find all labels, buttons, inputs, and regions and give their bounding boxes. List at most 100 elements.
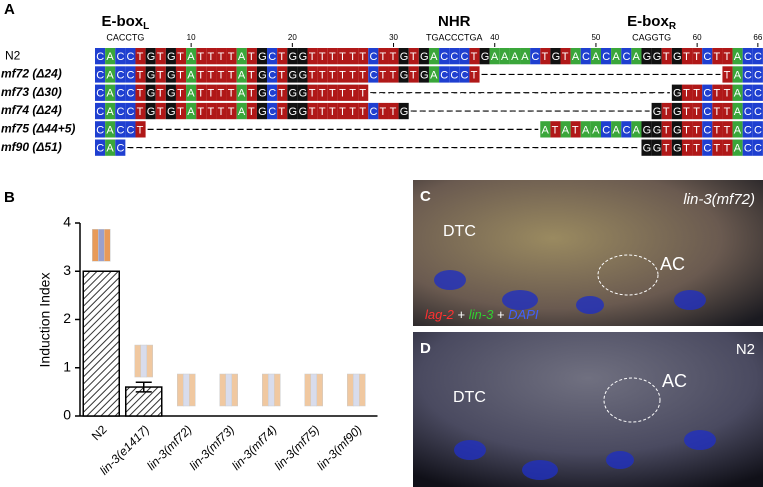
- base-cell: [125, 102, 136, 120]
- base-cell: [560, 121, 571, 138]
- base-cell: [641, 139, 652, 156]
- base-cell: [327, 48, 338, 65]
- base-cell: [692, 48, 703, 65]
- genotype-icon: [304, 373, 311, 407]
- base-cell: [752, 121, 763, 138]
- base-cell: [570, 121, 581, 138]
- genotype-icon: [268, 373, 275, 407]
- motif-seq: CAGGTG: [632, 32, 671, 42]
- base-cell: [692, 121, 703, 138]
- y-tick-label: 4: [63, 214, 71, 230]
- base-cell: [742, 66, 753, 83]
- base-cell: [165, 102, 176, 120]
- base-cell: [661, 139, 672, 156]
- motif-name-text: E-box: [627, 13, 669, 30]
- base-cell: [145, 84, 156, 101]
- y-tick-label: 0: [63, 407, 71, 423]
- base-cell: [702, 139, 713, 156]
- base-cell: [256, 48, 268, 65]
- base-cell: [550, 48, 561, 65]
- genotype-icon: [183, 373, 190, 407]
- base-cell: [752, 48, 763, 65]
- base-cell: [358, 102, 369, 120]
- base-cell: [226, 66, 237, 83]
- base-cell: [661, 48, 672, 65]
- base-cell: [175, 48, 187, 65]
- genotype-icon: [140, 344, 147, 378]
- base-cell: [702, 84, 713, 101]
- genotype-icon: [92, 229, 99, 262]
- base-cell: [236, 84, 247, 101]
- base-cell: [337, 48, 348, 65]
- base-cell: [165, 84, 176, 101]
- panel-letter: C: [420, 188, 431, 205]
- base-cell: [216, 102, 227, 120]
- base-cell: [469, 66, 480, 83]
- ruler-label: 66: [753, 33, 762, 42]
- image-title: N2: [736, 341, 755, 358]
- base-cell: [601, 48, 612, 65]
- base-cell: [388, 66, 399, 83]
- base-cell: [742, 48, 753, 65]
- genotype-icon: [231, 373, 238, 407]
- row-label: mf74 (Δ24): [1, 103, 62, 117]
- row-label: N2: [5, 48, 21, 62]
- stain-part: DAPI: [508, 307, 539, 322]
- base-cell: [439, 48, 450, 65]
- base-cell: [428, 48, 440, 65]
- base-cell: [206, 102, 217, 120]
- base-cell: [95, 102, 106, 120]
- genotype-icon: [219, 373, 226, 407]
- base-cell: [317, 48, 328, 65]
- base-cell: [105, 66, 116, 83]
- motif-name: E-boxL: [101, 13, 149, 32]
- base-cell: [732, 121, 743, 138]
- genotype-icon: [225, 373, 232, 407]
- base-cell: [317, 102, 328, 120]
- image-label: AC: [660, 254, 685, 274]
- base-cell: [277, 84, 288, 101]
- panel-letter: A: [4, 1, 15, 18]
- stain-part: lin-3: [469, 307, 494, 322]
- base-cell: [348, 102, 359, 120]
- x-tick-label: N2: [89, 422, 110, 443]
- x-tick-label: lin-3(mf75): [272, 422, 322, 472]
- base-cell: [681, 84, 693, 101]
- base-cell: [95, 121, 106, 138]
- base-cell: [337, 102, 348, 120]
- base-cell: [297, 66, 308, 83]
- base-cell: [651, 102, 662, 120]
- y-tick-label: 1: [63, 358, 71, 374]
- base-cell: [712, 139, 723, 156]
- base-cell: [671, 84, 682, 101]
- genotype-icon: [134, 344, 141, 378]
- base-cell: [95, 66, 106, 83]
- base-cell: [135, 66, 146, 83]
- base-cell: [135, 84, 146, 101]
- base-cell: [681, 48, 693, 65]
- base-cell: [459, 48, 470, 65]
- base-cell: [105, 121, 116, 138]
- base-cell: [145, 48, 156, 65]
- motif-name-text: NHR: [438, 13, 471, 30]
- base-cell: [226, 102, 237, 120]
- base-cell: [226, 48, 237, 65]
- base-cell: [641, 48, 652, 65]
- base-cell: [327, 66, 338, 83]
- base-cell: [398, 66, 409, 83]
- base-cell: [105, 102, 116, 120]
- base-cell: [378, 48, 389, 65]
- genotype-icon: [104, 229, 111, 262]
- base-cell: [196, 84, 207, 101]
- genotype-icon: [353, 373, 360, 407]
- base-cell: [681, 139, 693, 156]
- motif-name: NHR: [438, 13, 471, 30]
- base-cell: [692, 84, 703, 101]
- base-cell: [277, 48, 288, 65]
- base-cell: [499, 48, 510, 65]
- base-cell: [307, 84, 318, 101]
- base-cell: [702, 48, 713, 65]
- image-label: AC: [662, 371, 687, 391]
- base-cell: [105, 48, 116, 65]
- base-cell: [732, 102, 743, 120]
